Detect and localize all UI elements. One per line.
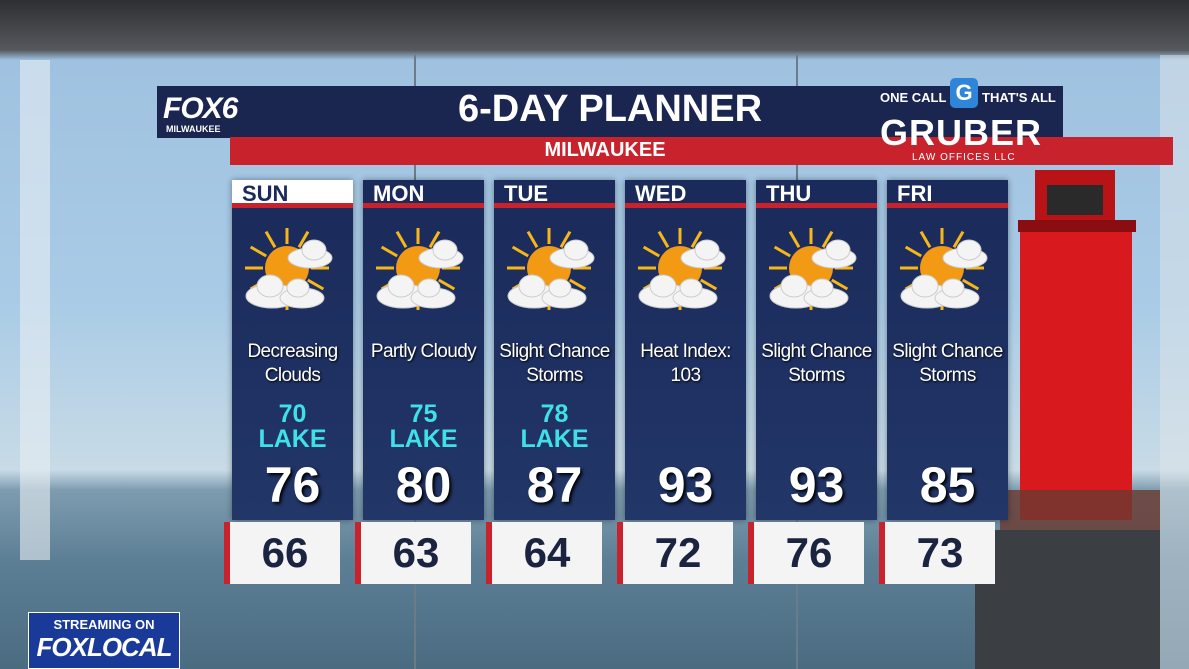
high-temp: 85 bbox=[919, 457, 976, 513]
lake-temp: 70 LAKE bbox=[232, 402, 353, 452]
low-temp: 66 bbox=[224, 522, 340, 584]
streaming-text: STREAMING ON bbox=[53, 617, 155, 632]
day-name: SUN bbox=[232, 180, 353, 208]
high-temp: 80 bbox=[395, 457, 452, 513]
streaming-brand: FOXLOCAL bbox=[29, 632, 179, 663]
low-temp: 73 bbox=[879, 522, 995, 584]
low-temp: 63 bbox=[355, 522, 471, 584]
day-name: MON bbox=[363, 180, 484, 208]
subtitle: MILWAUKEE bbox=[544, 139, 666, 161]
condition: Decreasing Clouds bbox=[247, 341, 338, 386]
lake-value: 75 bbox=[409, 400, 438, 428]
weather-icon bbox=[900, 228, 988, 310]
day-column: SUN Decreasing Clouds 70 LAKE 76 bbox=[232, 180, 353, 520]
day-name: THU bbox=[756, 180, 877, 208]
brand: LOCAL bbox=[86, 632, 173, 662]
station-logo: FOX6 bbox=[163, 92, 238, 125]
sponsor-logo: G bbox=[950, 78, 978, 108]
lake-temp: 78 LAKE bbox=[494, 402, 615, 452]
station-city: MILWAUKEE bbox=[166, 124, 221, 134]
weather-icon bbox=[638, 228, 726, 310]
sponsor-tagline: THAT'S ALL bbox=[982, 90, 1056, 105]
day-column: MON Partly Cloudy 75 LAKE 80 bbox=[363, 180, 484, 520]
condition: Slight Chance Storms bbox=[892, 341, 1003, 386]
streaming-badge: STREAMING ON FOXLOCAL bbox=[28, 612, 180, 669]
sponsor-sub: LAW OFFICES LLC bbox=[912, 152, 1016, 163]
header-bar bbox=[157, 86, 1063, 138]
condition: Slight Chance Storms bbox=[499, 341, 610, 386]
condition: Heat Index: 103 bbox=[640, 341, 731, 386]
weather-icon bbox=[245, 228, 333, 310]
weather-icon bbox=[769, 228, 857, 310]
lake-label: LAKE bbox=[389, 425, 458, 453]
condition: Partly Cloudy bbox=[370, 341, 477, 362]
day-column: WED Heat Index: 103 93 bbox=[625, 180, 746, 520]
high-temp: 93 bbox=[788, 457, 845, 513]
day-name: FRI bbox=[887, 180, 1008, 208]
lake-value: 78 bbox=[540, 400, 569, 428]
high-temp: 87 bbox=[526, 457, 583, 513]
day-column: TUE Slight Chance Storms 78 LAKE 87 bbox=[494, 180, 615, 520]
day-column: THU Slight Chance Storms 93 bbox=[756, 180, 877, 520]
condition: Slight Chance Storms bbox=[761, 341, 872, 386]
title: 6-DAY PLANNER bbox=[457, 88, 763, 130]
lake-label: LAKE bbox=[520, 425, 589, 453]
weather-icon bbox=[507, 228, 595, 310]
weather-icon bbox=[376, 228, 464, 310]
day-name: TUE bbox=[494, 180, 615, 208]
subtitle-bar bbox=[230, 137, 1173, 165]
low-temp: 72 bbox=[617, 522, 733, 584]
sponsor-name: GRUBER bbox=[880, 112, 1043, 153]
lake-temp: 75 LAKE bbox=[363, 402, 484, 452]
high-temp: 76 bbox=[264, 457, 321, 513]
lake-value: 70 bbox=[278, 400, 307, 428]
day-column: FRI Slight Chance Storms 85 bbox=[887, 180, 1008, 520]
sponsor-tagline: ONE CALL bbox=[880, 90, 947, 105]
high-temp: 93 bbox=[657, 457, 714, 513]
brand: FOX bbox=[36, 632, 88, 662]
low-temp: 76 bbox=[748, 522, 864, 584]
day-name: WED bbox=[625, 180, 746, 208]
low-temp: 64 bbox=[486, 522, 602, 584]
lake-label: LAKE bbox=[258, 425, 327, 453]
